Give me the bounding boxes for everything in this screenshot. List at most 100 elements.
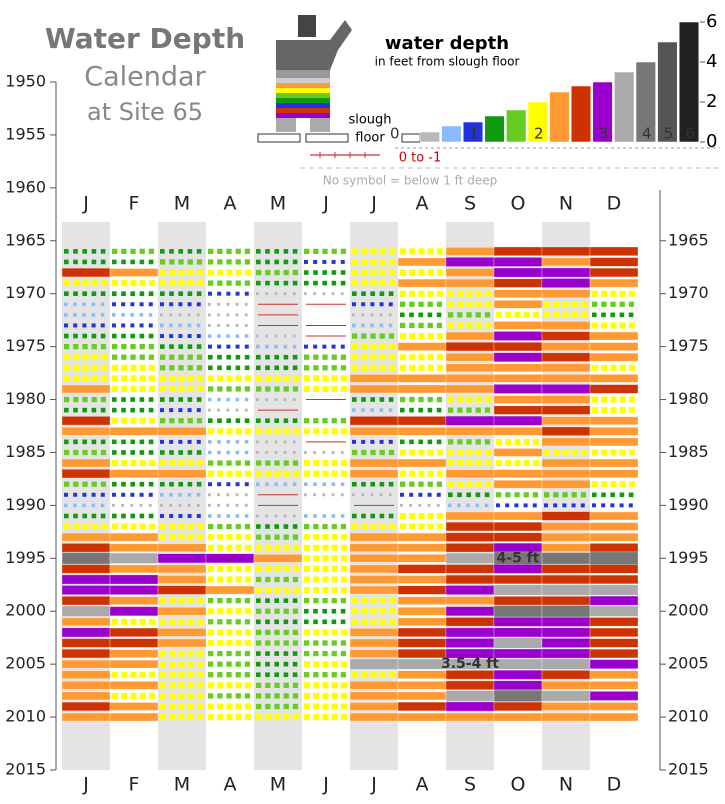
depth-cell [244,544,251,551]
depth-cell [313,428,320,435]
depth-cell [292,460,299,466]
depth-cell [304,451,307,454]
depth-cell [226,693,232,699]
depth-cell [100,364,107,371]
depth-cell [256,334,259,338]
depth-cell [475,503,480,508]
depth-cell [226,302,230,306]
depth-cell [256,640,262,646]
depth-cell [322,523,328,530]
depth-cell [304,470,311,477]
depth-cell [304,650,310,657]
depth-cell [196,269,203,276]
depth-cell [379,354,386,361]
depth-cell [313,682,320,689]
depth-cell [109,638,159,648]
depth-cell [304,418,310,424]
depth-cell [109,712,159,722]
depth-cell [418,322,424,329]
depth-cell [493,257,543,267]
depth-cell [82,354,89,361]
depth-cell [493,267,543,278]
depth-cell [541,246,591,257]
depth-cell [370,258,377,265]
figure-label: slough [348,113,391,128]
depth-cell [379,248,386,255]
legend-x-label: 0 [390,125,400,143]
depth-cell [265,682,271,688]
depth-cell [409,290,416,297]
depth-cell [112,313,116,317]
depth-cell [352,333,358,339]
depth-cell [169,302,174,307]
depth-cell [388,364,395,371]
depth-cell [427,354,434,361]
depth-cell [235,302,239,306]
depth-cell [235,440,240,444]
legend-bar [614,71,635,143]
depth-cell [217,428,224,435]
depth-cell [379,597,386,604]
depth-cell [130,333,136,339]
depth-cell [409,364,416,371]
depth-cell [610,312,616,318]
depth-cell [541,584,591,596]
depth-cell [235,460,241,466]
depth-cell [409,354,416,361]
month-label: N [559,193,573,215]
depth-cell [178,291,184,296]
depth-cell [160,397,165,402]
depth-cell [475,492,481,498]
depth-cell [409,492,414,497]
depth-cell [100,343,107,350]
depth-cell [208,440,212,444]
depth-cell [274,418,280,424]
depth-cell [283,619,289,625]
depth-cell [73,343,79,350]
depth-cell [283,344,288,349]
depth-cell [466,503,470,508]
depth-cell [370,291,376,296]
depth-cell [73,396,79,403]
depth-cell [109,564,159,574]
depth-cell [196,375,203,382]
depth-cell [139,492,144,497]
depth-cell [322,375,329,382]
depth-cell [256,440,259,444]
depth-cell [313,534,320,541]
depth-cell [379,618,386,625]
depth-cell [466,481,473,488]
depth-cell [427,332,434,340]
depth-cell [256,672,261,678]
depth-cell [265,514,269,518]
depth-cell [331,259,336,264]
depth-cell [589,426,639,436]
depth-cell [64,439,69,445]
depth-cell [553,311,560,318]
title: Water Depth [45,22,245,55]
depth-cell [274,629,280,636]
depth-cell [340,375,347,382]
depth-cell [352,248,359,255]
depth-cell [208,608,215,615]
depth-cell [235,324,239,327]
depth-cell [217,565,224,572]
depth-cell [361,280,368,287]
depth-cell [541,363,591,373]
depth-cell [571,449,578,456]
depth-cell [313,619,318,625]
depth-cell [244,661,251,667]
depth-cell [292,661,298,667]
depth-cell [187,354,193,360]
depth-cell [340,619,346,625]
depth-cell [304,385,311,393]
depth-cell [226,523,232,530]
depth-cell [493,479,543,489]
depth-cell [313,375,320,382]
depth-cell [160,418,166,424]
depth-cell [100,481,107,487]
depth-cell [265,672,270,678]
depth-cell [217,482,222,487]
depth-cell [283,280,289,286]
depth-cell [61,552,111,565]
